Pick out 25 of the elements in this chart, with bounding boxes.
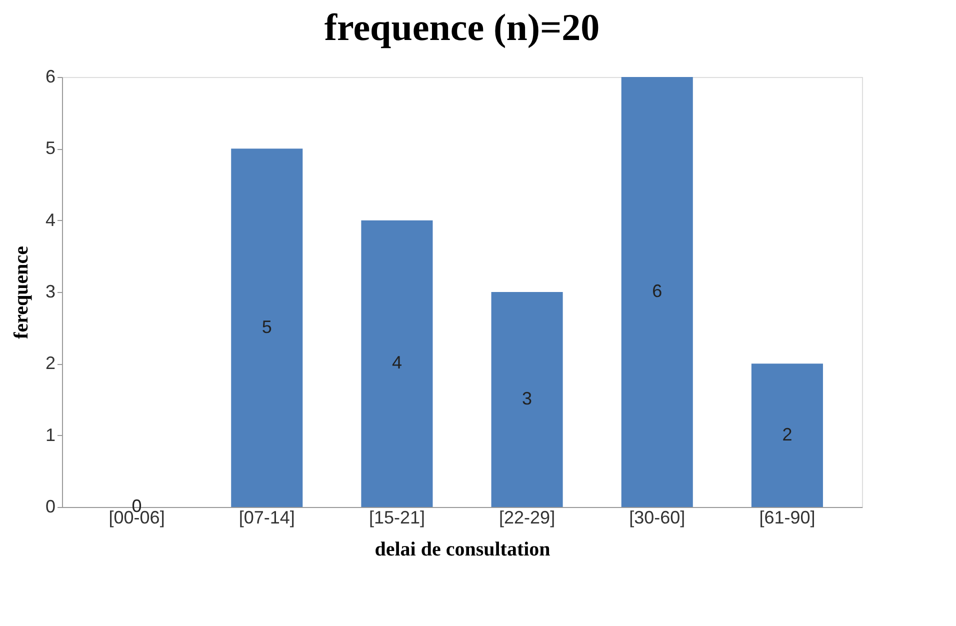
data-label: 5 — [262, 316, 272, 337]
y-axis-title: ferequence — [10, 246, 32, 339]
bar — [621, 77, 693, 507]
y-tick-label: 6 — [45, 66, 56, 86]
bar — [491, 292, 563, 507]
x-tick-label: [07-14] — [238, 508, 295, 528]
bar — [751, 364, 823, 507]
y-tick-label: 3 — [45, 282, 56, 302]
x-axis-title: delai de consultation — [374, 538, 550, 560]
y-tick-label: 2 — [45, 353, 56, 374]
y-tick-label: 5 — [45, 138, 56, 158]
x-tick-label: [15-21] — [368, 508, 425, 528]
bar — [231, 148, 303, 507]
y-tick-label: 4 — [45, 210, 56, 230]
x-tick-label: [22-29] — [499, 508, 556, 528]
x-tick-label: [61-90] — [759, 508, 816, 528]
x-tick-label: [30-60] — [629, 508, 686, 528]
chart-title: frequence (n)=20 — [324, 7, 600, 49]
data-label: 2 — [782, 424, 792, 444]
data-label: 4 — [392, 352, 402, 373]
data-label: 6 — [652, 281, 662, 301]
y-tick-label: 0 — [45, 496, 56, 516]
data-label: 3 — [522, 388, 532, 408]
bar — [361, 220, 433, 507]
y-tick-label: 1 — [45, 424, 56, 445]
